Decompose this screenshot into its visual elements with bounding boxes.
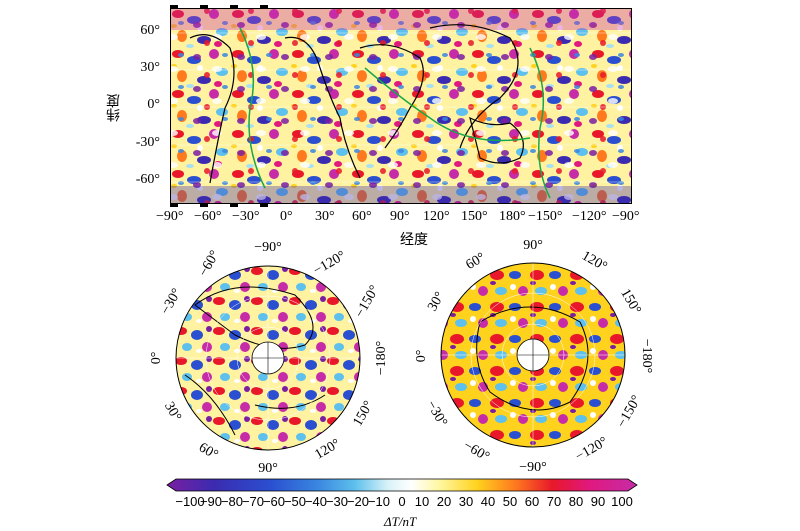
lat-tick-m30: -30° — [135, 135, 160, 150]
lon-tick: −120° — [572, 209, 607, 224]
colorbar-tick: −50 — [283, 494, 307, 509]
polar-label: −180° — [374, 340, 389, 376]
colorbar-tick: 50 — [502, 494, 518, 509]
colorbar-tick: −70 — [241, 494, 265, 509]
lon-tick: −90° — [156, 209, 184, 224]
colorbar-tick: 90 — [590, 494, 606, 509]
lon-tick: −90° — [612, 209, 640, 224]
x-axis-title: 经度 — [400, 232, 428, 248]
world-anomaly-map — [170, 5, 632, 207]
lon-tick: 150° — [461, 209, 488, 224]
lon-tick: −60° — [194, 209, 222, 224]
colorbar-tick: 80 — [568, 494, 584, 509]
colorbar-tick: −80 — [220, 494, 244, 509]
colorbar-tick: −20 — [346, 494, 370, 509]
colorbar-tick: −60 — [262, 494, 286, 509]
polar-label: −90° — [254, 240, 282, 255]
lat-tick-30: 30° — [140, 60, 160, 75]
colorbar-tick: 20 — [436, 494, 452, 509]
polar-label: 90° — [523, 238, 543, 253]
lon-tick: 180° — [499, 209, 526, 224]
colorbar-label: ΔT/nT — [384, 514, 417, 529]
lon-tick: −30° — [232, 209, 260, 224]
colorbar-tick: 40 — [480, 494, 496, 509]
colorbar-tick: −90 — [199, 494, 223, 509]
colorbar-tick: 0 — [398, 494, 406, 509]
north-polar-map — [175, 265, 361, 451]
polar-label: 90° — [258, 461, 278, 476]
colorbar-tick: 60 — [524, 494, 540, 509]
colorbar-tick: 100 — [611, 494, 633, 509]
lat-tick-m60: -60° — [135, 172, 160, 187]
colorbar-tick: 10 — [414, 494, 430, 509]
polar-label: −90° — [519, 460, 547, 475]
lon-tick: −150° — [528, 209, 563, 224]
lon-tick: 60° — [352, 209, 372, 224]
y-axis-title: 纬度 — [106, 94, 122, 122]
colorbar-tick: −100 — [175, 494, 205, 509]
colorbar-tick: −40 — [304, 494, 328, 509]
colorbar-tick: 70 — [546, 494, 562, 509]
colorbar-tick: −10 — [367, 494, 391, 509]
colorbar-tick: −30 — [325, 494, 349, 509]
lat-tick-60: 60° — [140, 23, 160, 38]
lon-tick: 120° — [423, 209, 450, 224]
polar-label: 0° — [414, 349, 429, 363]
colorbar-tick: 30 — [458, 494, 474, 509]
lat-tick-0: 0° — [147, 97, 160, 112]
colorbar — [166, 478, 638, 492]
south-polar-map — [440, 262, 626, 448]
polar-label: 0° — [149, 351, 164, 365]
lon-tick: 90° — [390, 209, 410, 224]
lon-tick: 0° — [280, 209, 293, 224]
lon-tick: 30° — [315, 209, 335, 224]
polar-label: −180° — [639, 338, 654, 374]
